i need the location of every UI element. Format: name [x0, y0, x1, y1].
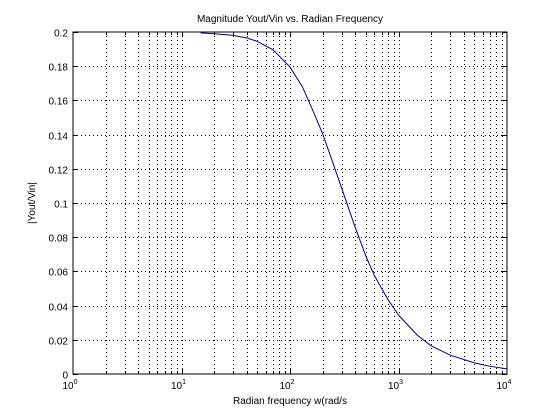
y-tick-labels: 0 0.02 0.04 0.06 0.08 0.1 0.12 0.14 0.16 0.18 0.2	[49, 29, 69, 382]
magnitude-series-line	[200, 32, 508, 370]
x-tick-label: 103	[388, 379, 403, 392]
y-tick-label: 0.12	[49, 166, 69, 177]
y-tick-label: 0.14	[49, 132, 69, 143]
y-tick-label: 0.1	[54, 200, 68, 211]
y-tick-label: 0.02	[49, 337, 69, 348]
y-tick-label: 0.16	[49, 97, 69, 108]
y-tick-label: 0.18	[49, 63, 69, 74]
y-tick-label: 0.06	[49, 268, 69, 279]
y-tick-label: 0.08	[49, 234, 69, 245]
y-tick-label: 0.2	[54, 29, 68, 40]
x-tick-label: 102	[279, 379, 294, 392]
y-axis-label: |Yout/Vin|	[27, 182, 38, 224]
y-tick-label: 0	[62, 371, 68, 382]
x-tick-labels: 100 101 102 103 104	[62, 379, 511, 392]
x-axis-label: Radian frequency w(rad/s	[233, 396, 347, 407]
x-tick-label: 100	[62, 379, 77, 392]
x-tick-label: 101	[171, 379, 186, 392]
x-tick-label: 104	[496, 379, 511, 392]
grid-lines	[73, 32, 507, 374]
chart-title: Magnitude Yout/Vin vs. Radian Frequency	[197, 14, 383, 25]
tick-marks	[73, 32, 507, 375]
y-tick-label: 0.04	[49, 303, 69, 314]
